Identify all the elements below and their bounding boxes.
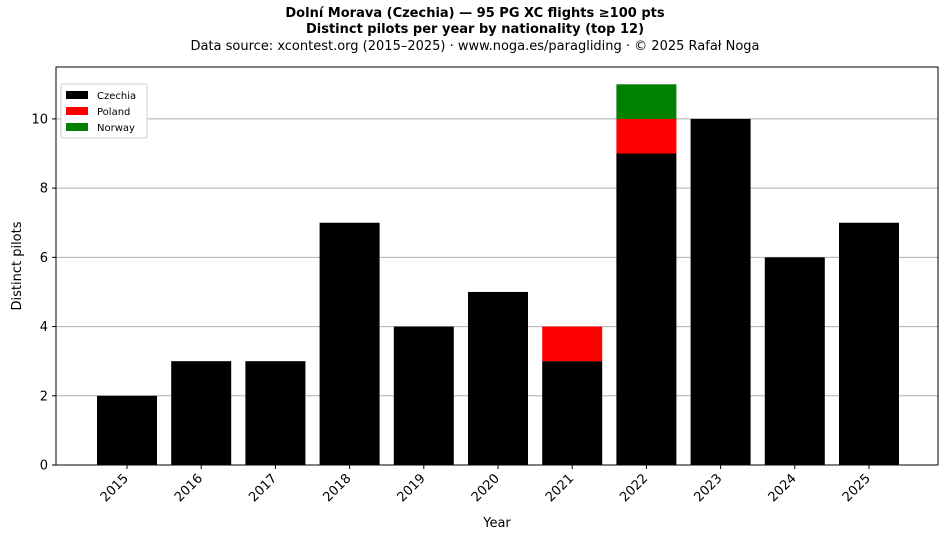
- x-tick-label: 2018: [320, 471, 354, 505]
- x-tick-label: 2022: [617, 471, 651, 505]
- x-tick-label: 2024: [766, 471, 800, 505]
- y-tick-label: 0: [40, 459, 48, 474]
- bar-czechia-2018: [319, 222, 380, 465]
- bar-poland-2022: [616, 118, 677, 154]
- y-tick-label: 6: [40, 251, 48, 266]
- x-axis-label: Year: [482, 516, 511, 531]
- bar-czechia-2023: [690, 118, 751, 466]
- bar-czechia-2024: [764, 257, 825, 465]
- bar-czechia-2025: [839, 222, 899, 465]
- x-tick-label: 2021: [543, 471, 577, 505]
- bar-czechia-2021: [542, 361, 603, 465]
- legend-swatch-czechia: [66, 91, 88, 99]
- chart-titles: Dolní Morava (Czechia) — 95 PG XC flight…: [0, 6, 950, 56]
- y-axis-label: Distinct pilots: [10, 221, 25, 310]
- chart-title: Dolní Morava (Czechia) — 95 PG XC flight…: [285, 6, 665, 21]
- bar-czechia-2015: [97, 395, 157, 465]
- chart-subtitle: Distinct pilots per year by nationality …: [305, 22, 645, 37]
- legend-label-norway: Norway: [97, 123, 135, 134]
- x-tick-label: 2017: [246, 471, 280, 505]
- bar-czechia-2019: [393, 326, 454, 465]
- x-tick-label: 2020: [469, 471, 503, 505]
- bar-czechia-2022: [616, 153, 677, 466]
- bar-czechia-2017: [245, 361, 306, 465]
- bar-norway-2022: [616, 84, 677, 119]
- x-tick-label: 2016: [172, 471, 206, 505]
- x-tick-label: 2023: [691, 471, 725, 505]
- x-tick-label: 2025: [840, 471, 874, 505]
- y-tick-label: 8: [40, 182, 48, 197]
- bar-czechia-2016: [171, 361, 232, 465]
- legend-label-czechia: Czechia: [97, 91, 136, 102]
- plot-frame: [55, 66, 939, 466]
- x-tick-label: 2015: [98, 471, 132, 505]
- y-tick-label: 4: [40, 320, 48, 335]
- legend-label-poland: Poland: [97, 107, 130, 118]
- x-tick-label: 2019: [395, 471, 429, 505]
- legend-swatch-norway: [66, 123, 88, 131]
- y-tick-label: 10: [31, 112, 48, 127]
- bar-poland-2021: [542, 326, 603, 362]
- bar-czechia-2020: [468, 291, 528, 465]
- chart-source-note: Data source: xcontest.org (2015–2025) · …: [190, 39, 760, 54]
- legend-swatch-poland: [66, 107, 88, 115]
- y-tick-label: 2: [40, 389, 48, 404]
